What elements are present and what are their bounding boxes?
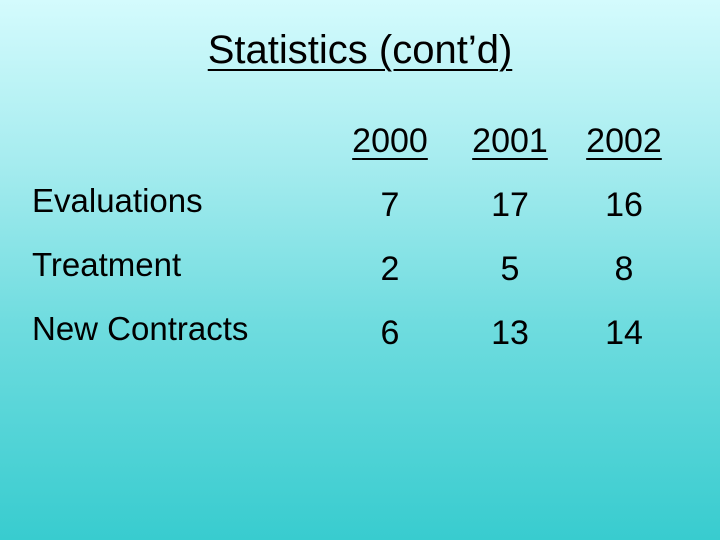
column-header-2000: 2000 bbox=[352, 122, 428, 160]
cell-treatment-2001: 5 bbox=[500, 250, 520, 288]
cell-treatment-2000: 2 bbox=[380, 250, 400, 288]
cell-treatment-2002: 8 bbox=[614, 250, 634, 288]
column-header-2002: 2002 bbox=[586, 122, 662, 160]
cell-evaluations-2001: 17 bbox=[491, 186, 529, 224]
cell-evaluations-2002: 16 bbox=[605, 186, 643, 224]
row-label-evaluations: Evaluations bbox=[32, 182, 203, 219]
row-label-treatment: Treatment bbox=[32, 246, 182, 283]
cell-evaluations-2000: 7 bbox=[380, 186, 400, 224]
slide-title-text: Statistics (cont’d) bbox=[207, 28, 513, 72]
cell-new-contracts-2000: 6 bbox=[380, 314, 400, 352]
cell-new-contracts-2002: 14 bbox=[605, 314, 643, 352]
cell-new-contracts-2001: 13 bbox=[491, 314, 529, 352]
slide-title: Statistics (cont’d) bbox=[0, 26, 720, 74]
column-header-2001: 2001 bbox=[472, 122, 548, 160]
row-label-new-contracts: New Contracts bbox=[32, 310, 249, 347]
